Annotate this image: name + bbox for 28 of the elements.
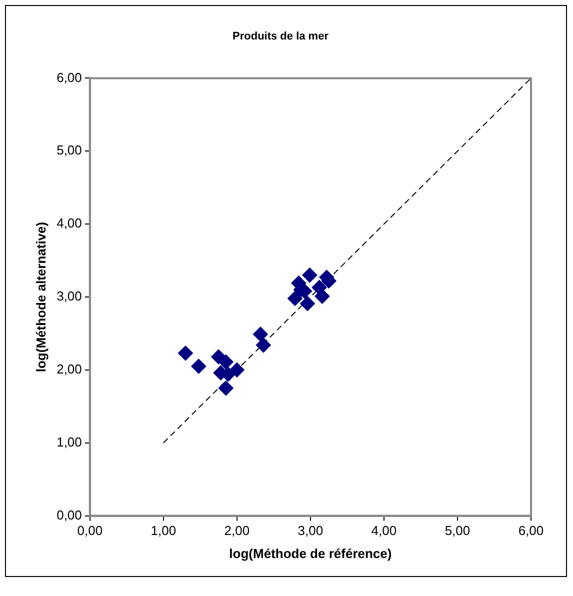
y-axis-title: log(Méthode alternative) [33, 222, 48, 372]
x-tick-label: 5,00 [444, 523, 470, 538]
y-tick-label: 3,00 [56, 288, 82, 304]
x-tick-label: 1,00 [150, 523, 176, 538]
x-axis-title: log(Méthode de référence) [229, 546, 392, 561]
point [178, 346, 193, 361]
point [252, 326, 268, 342]
point [218, 380, 234, 396]
point [191, 358, 206, 374]
y-tick-label: 4,00 [56, 216, 82, 231]
point [229, 362, 244, 378]
x-tick-label: 3,00 [298, 523, 324, 538]
x-tick-label: 6,00 [518, 523, 544, 538]
x-tick-label: 4,00 [371, 523, 397, 538]
point [256, 338, 271, 353]
point [300, 296, 316, 312]
x-tick-label: 0,00 [77, 523, 103, 538]
point [288, 290, 303, 306]
chart-title: Produits de la mer [232, 30, 330, 43]
y-tick-label: 0,00 [56, 507, 82, 522]
point [312, 280, 327, 296]
x-tick-label: 2,00 [224, 523, 250, 538]
point [302, 268, 318, 283]
y-tick-label: 5,00 [56, 142, 82, 158]
point [218, 354, 234, 370]
y-tick-label: 1,00 [56, 434, 82, 450]
y-tick-label: 2,00 [56, 362, 82, 377]
y-tick-label: 6,00 [56, 70, 82, 85]
